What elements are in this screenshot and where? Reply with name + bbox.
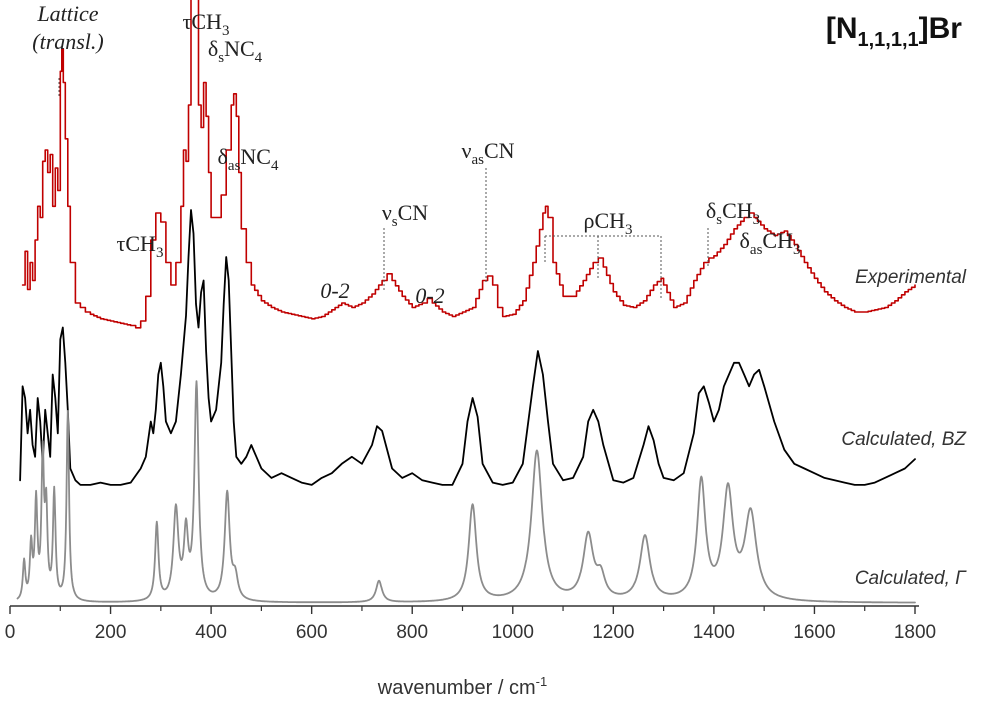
x-tick-label: 1800 — [894, 622, 936, 643]
series-label: Experimental — [855, 267, 967, 288]
band-label: τCH3 — [117, 231, 164, 261]
series-line — [19, 209, 916, 486]
x-tick-label: 1400 — [693, 622, 735, 643]
series-labels: Experimental Calculated, BZ Calculated, Γ — [841, 267, 967, 589]
band-label: ρCH3 — [583, 208, 632, 238]
x-tick-label: 1200 — [592, 622, 634, 643]
band-label: δsCH3 — [706, 198, 760, 228]
band-label: δasNC4 — [218, 144, 279, 174]
chart-title-text: [N1,1,1,1]Br — [826, 12, 962, 51]
series-line — [16, 380, 916, 604]
band-label: νasCN — [461, 138, 514, 168]
series-label: Calculated, BZ — [841, 429, 967, 450]
x-tick-label: 600 — [296, 622, 328, 643]
band-label: (transl.) — [32, 29, 104, 54]
band-label: δsNC4 — [208, 36, 263, 66]
series-line — [21, 0, 916, 329]
band-annotations: Lattice(transl.)τCH3δsNC4τCH3δasNC4νsCNν… — [32, 1, 800, 308]
chart-title: [N1,1,1,1]Br — [826, 12, 962, 51]
x-axis: 0 200 400 600 800 1000 1200 1400 1600 1800 wavenum… — [5, 605, 936, 699]
x-tick-label: 1600 — [793, 622, 835, 643]
x-tick-label: 200 — [95, 622, 127, 643]
x-axis-title: wavenumber / cm-1 — [377, 674, 547, 699]
spectrum-traces — [16, 0, 916, 604]
series-label: Calculated, Γ — [855, 568, 967, 589]
band-label: 0-2 — [320, 278, 349, 303]
band-label: δasCH3 — [740, 228, 801, 258]
x-tick-label: 400 — [195, 622, 227, 643]
x-tick-label: 1000 — [492, 622, 534, 643]
x-tick-label: 800 — [396, 622, 428, 643]
band-label: Lattice — [36, 1, 98, 26]
x-tick-label: 0 — [5, 622, 16, 643]
band-label: 0-2 — [415, 283, 444, 308]
band-label: νsCN — [382, 200, 428, 230]
band-label: τCH3 — [183, 9, 230, 39]
